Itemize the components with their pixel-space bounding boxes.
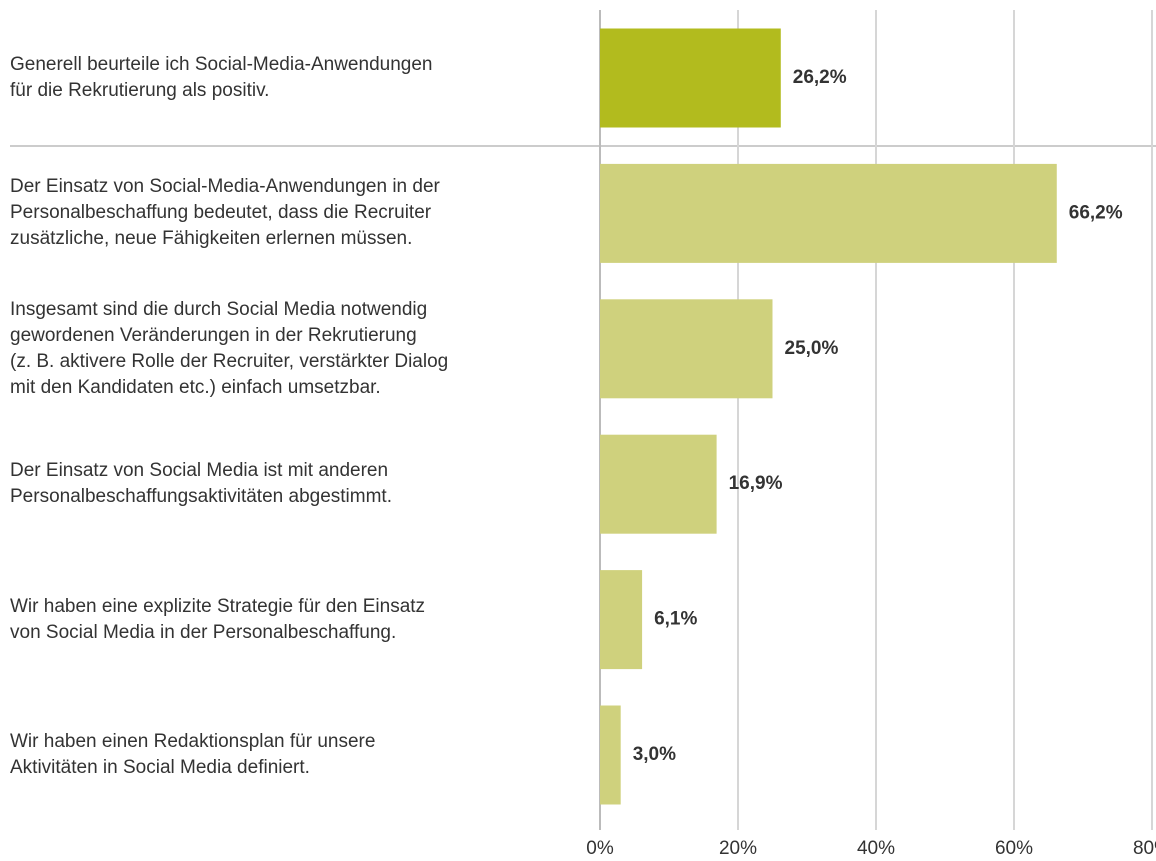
value-label: 25,0% — [785, 338, 839, 359]
x-tick-label: 20% — [719, 838, 757, 859]
x-tick-label: 0% — [586, 838, 614, 859]
category-label: Generell beurteile ich Social-Media-Anwe… — [10, 54, 433, 101]
bar — [600, 705, 621, 805]
value-label: 26,2% — [793, 67, 847, 88]
value-label: 66,2% — [1069, 202, 1123, 223]
value-label: 16,9% — [729, 473, 783, 494]
value-label: 3,0% — [633, 744, 676, 765]
category-label: Insgesamt sind die durch Social Media no… — [10, 298, 449, 398]
value-label: 6,1% — [654, 609, 697, 630]
bar — [600, 570, 643, 670]
category-label: Wir haben eine explizite Strategie für d… — [10, 595, 426, 643]
category-label: Wir haben einen Redaktionsplan für unser… — [10, 731, 376, 778]
bar — [600, 434, 717, 534]
category-label: Der Einsatz von Social-Media-Anwendungen… — [10, 176, 440, 250]
x-tick-label: 60% — [995, 838, 1033, 859]
x-tick-label: 40% — [857, 838, 895, 859]
category-label: Der Einsatz von Social Media ist mit and… — [10, 460, 392, 508]
bar — [600, 299, 773, 399]
bar — [600, 163, 1057, 263]
x-tick-label: 80% — [1133, 838, 1156, 859]
bar — [600, 28, 781, 128]
